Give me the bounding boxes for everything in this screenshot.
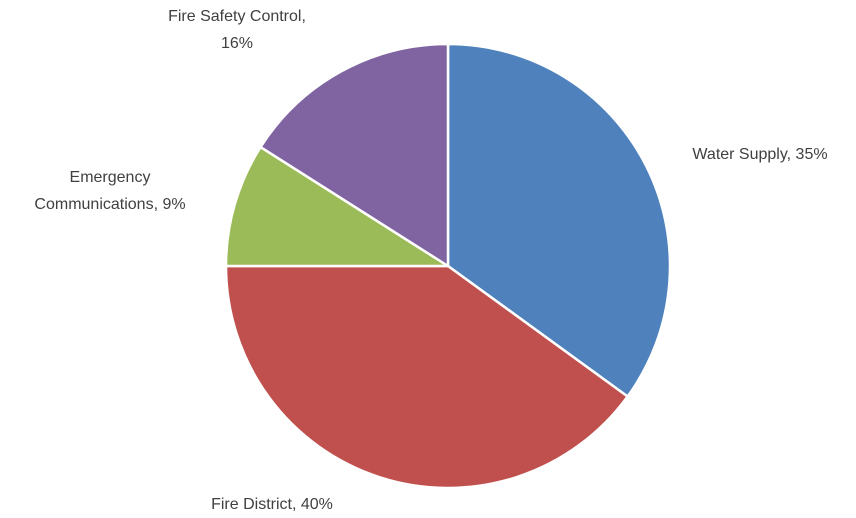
slice-label: Fire Safety Control, [168, 8, 306, 25]
slice-label: 16% [221, 35, 253, 52]
slice-label: Water Supply, 35% [692, 146, 827, 163]
pie-slice [224, 145, 450, 268]
slice-label: Emergency [70, 169, 151, 186]
pie-slice [259, 42, 450, 268]
slice-label: Communications, 9% [34, 196, 185, 213]
slice-label: Fire District, 40% [211, 496, 333, 513]
pie-slice [224, 264, 629, 490]
pie-slice [446, 42, 672, 398]
